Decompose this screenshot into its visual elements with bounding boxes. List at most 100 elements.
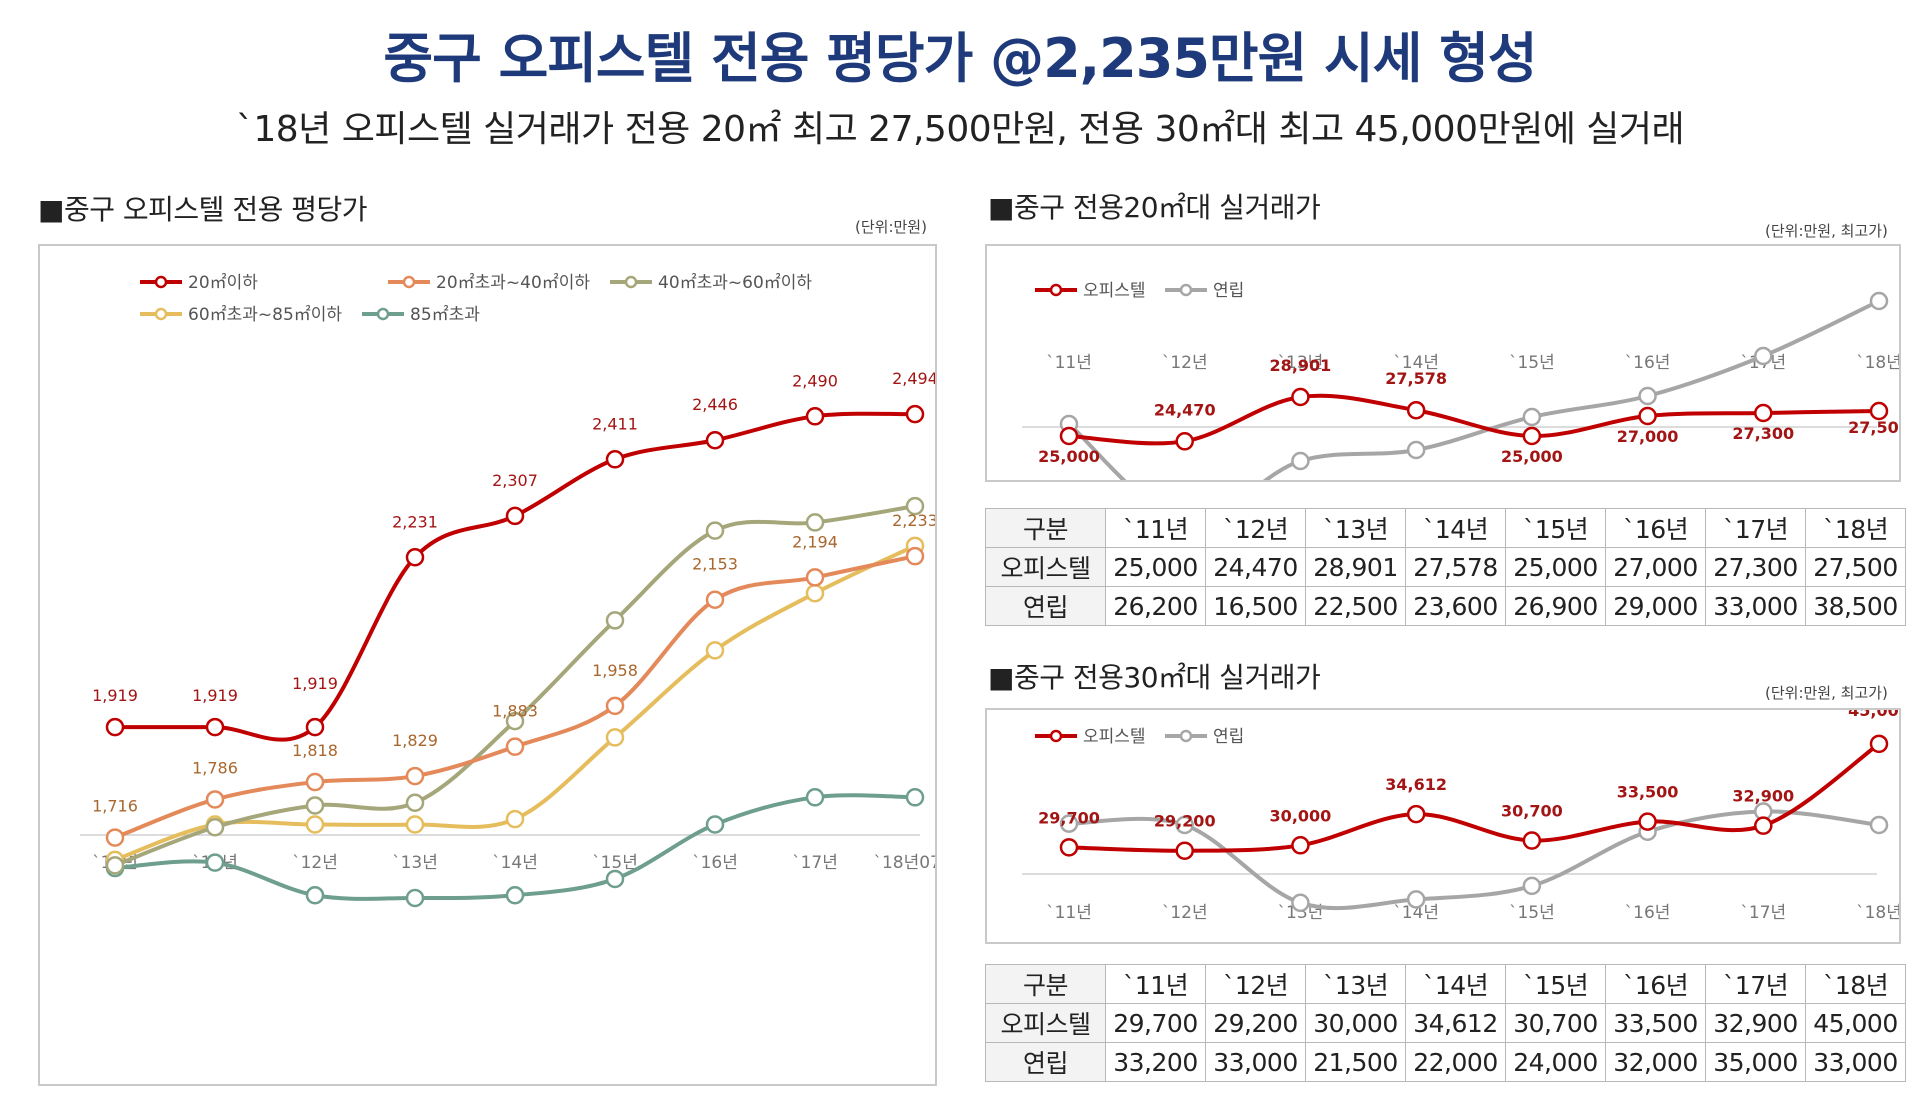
data-point <box>605 450 625 469</box>
data-point <box>1522 426 1542 446</box>
data-point <box>1638 812 1657 831</box>
table-header-cell: `15년 <box>1505 508 1606 548</box>
table-row: 연립 26,200 16,500 22,500 23,600 26,900 29,000 33… <box>985 586 1906 626</box>
table-cell: 22,500 <box>1305 586 1406 626</box>
table-cell: 33,200 <box>1105 1042 1206 1082</box>
data-point <box>905 496 925 516</box>
data-point <box>1406 400 1426 420</box>
legend-label: 오피스텔 <box>1083 727 1146 747</box>
data-label: 27,300 <box>1732 424 1794 443</box>
data-label: 24,470 <box>1154 400 1216 419</box>
data-label: 25,000 <box>1038 447 1100 466</box>
data-label: 2,490 <box>792 371 838 390</box>
x-tick-label: `18년07월 <box>873 853 935 873</box>
data-point <box>1059 838 1079 857</box>
table-row: 연립 33,200 33,000 21,500 22,000 24,000 32,000 35… <box>985 1042 1906 1082</box>
data-point <box>805 513 825 532</box>
table-cell: 34,612 <box>1405 1003 1506 1043</box>
data-point <box>1638 386 1657 406</box>
data-point <box>1291 893 1310 913</box>
data-point <box>505 809 525 829</box>
table-cell: 30,000 <box>1305 1003 1406 1043</box>
left-unit-label: (단위:만원) <box>855 218 927 236</box>
table-header-cell: `12년 <box>1205 964 1306 1004</box>
data-point <box>605 611 625 630</box>
x-tick-label: `13년 <box>1278 353 1324 373</box>
data-point <box>305 717 325 737</box>
data-label: 2,194 <box>792 532 838 551</box>
data-point <box>805 407 825 426</box>
x-tick-label: `17년 <box>792 853 838 873</box>
data-label: 1,919 <box>292 674 338 693</box>
table-header-cell: `16년 <box>1605 508 1706 548</box>
legend-marker <box>1049 729 1063 743</box>
x-tick-label: `13년 <box>392 853 438 873</box>
data-point <box>105 856 125 875</box>
legend-marker <box>1179 283 1193 297</box>
data-point <box>405 888 425 908</box>
series-line <box>1067 299 1880 524</box>
legend-marker <box>624 275 638 289</box>
data-point <box>1754 346 1773 366</box>
x-tick-label: `14년 <box>492 853 538 873</box>
data-label: 2,494 <box>892 369 935 388</box>
legend-label: 40㎡초과~60㎡이하 <box>658 273 812 293</box>
right-bottom-unit-label: (단위:만원, 최고가) <box>1765 684 1888 702</box>
x-tick-label: `12년 <box>1162 353 1208 373</box>
table-cell: 27,578 <box>1405 547 1506 587</box>
data-label: 30,700 <box>1501 802 1563 821</box>
table-cell: 26,900 <box>1505 586 1606 626</box>
x-tick-label: `12년 <box>292 853 338 873</box>
data-point <box>1059 426 1079 446</box>
data-point <box>1406 890 1426 909</box>
data-point <box>1291 836 1310 855</box>
size30-price-line-chart: `11년 `12년 `13년 `14년 `15년 `16년 `17년 `18년 오피스텔 연립 29… <box>1022 701 1910 923</box>
data-label: 28,901 <box>1270 356 1332 375</box>
data-point <box>1291 387 1310 407</box>
table-header-row: 구분 `11년 `12년 `13년 `14년 `15년 `16년 `17년 `18년 <box>985 964 1906 1004</box>
x-tick-label: `16년 <box>1625 353 1671 373</box>
data-label: 25,000 <box>1501 447 1563 466</box>
x-tick-label: `11년 <box>1046 903 1092 923</box>
data-point <box>805 583 825 603</box>
table-header-cell: `16년 <box>1605 964 1706 1004</box>
data-point <box>905 788 925 807</box>
area-price-line-chart: `10년`11년`12년`13년`14년`15년`16년`17년`18년07월2… <box>80 273 957 908</box>
right-top-unit-label: (단위:만원, 최고가) <box>1765 222 1888 240</box>
size20-price-line-chart: `11년`12년`13년`14년`15년`16년`17년`18년오피스텔연립25… <box>1022 281 1910 531</box>
data-label: 1,829 <box>392 731 438 750</box>
legend-marker <box>402 275 416 289</box>
table-cell: 25,000 <box>1505 547 1606 587</box>
data-label: 2,153 <box>692 555 738 574</box>
data-point <box>105 828 125 847</box>
table-cell: 32,000 <box>1605 1042 1706 1082</box>
x-tick-label: `18년 <box>1856 353 1899 373</box>
table-cell: 29,700 <box>1105 1003 1206 1043</box>
legend-marker <box>1049 283 1063 297</box>
data-label: 29,700 <box>1038 808 1100 827</box>
data-point <box>205 817 225 837</box>
data-point <box>605 728 625 747</box>
data-point <box>505 737 525 756</box>
x-tick-label: `15년 <box>592 853 638 873</box>
data-label: 27,000 <box>1617 427 1679 446</box>
data-point <box>905 404 925 424</box>
table-cell: 35,000 <box>1705 1042 1806 1082</box>
data-point <box>1869 291 1889 311</box>
legend-marker <box>376 307 390 321</box>
legend-label: 60㎡초과~85㎡이하 <box>188 305 342 325</box>
legend-marker <box>154 307 168 321</box>
data-point <box>1291 451 1310 471</box>
right-bottom-section-title: ■중구 전용30㎡대 실거래가 <box>988 661 1321 694</box>
table-row: 오피스텔 25,000 24,470 28,901 27,578 25,000 27,000… <box>985 547 1906 587</box>
data-point <box>405 548 425 567</box>
data-point <box>1175 815 1194 835</box>
data-label: 1,818 <box>292 741 338 760</box>
data-point <box>805 568 825 587</box>
data-label: 1,919 <box>92 686 138 705</box>
table-cell: 21,500 <box>1305 1042 1406 1082</box>
data-label: 2,231 <box>392 512 438 531</box>
table-header-cell: `18년 <box>1805 964 1906 1004</box>
data-point <box>1522 407 1542 427</box>
data-label: 29,200 <box>1154 812 1216 831</box>
